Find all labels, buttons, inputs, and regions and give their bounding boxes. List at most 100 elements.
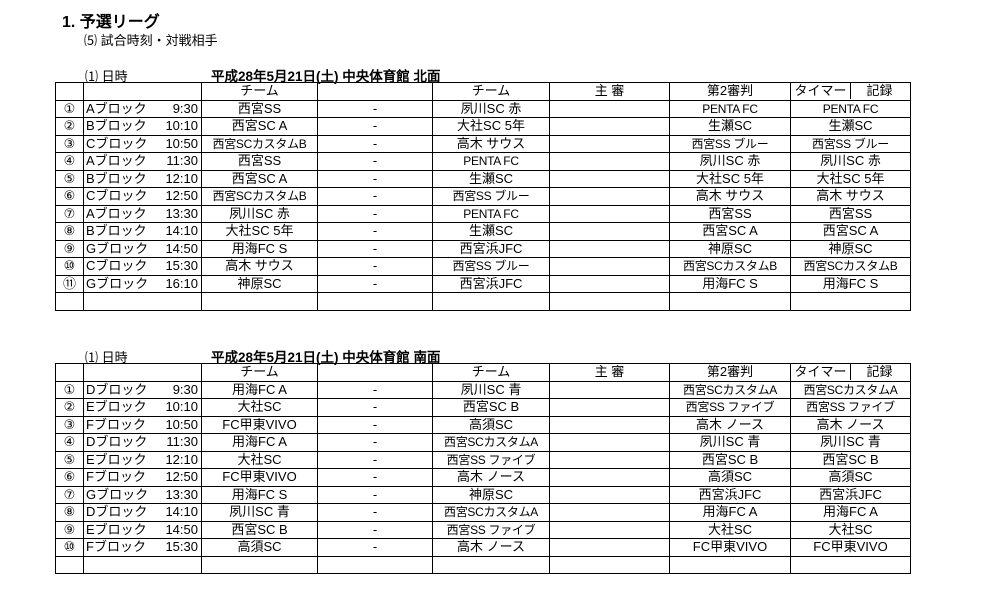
second-referee: 高木 ノース	[669, 415, 791, 434]
time: 9:30	[172, 100, 198, 116]
time: 10:50	[165, 135, 198, 151]
block: Bブロック	[86, 118, 147, 134]
block: Eブロック	[86, 521, 147, 537]
block: Fブロック	[86, 469, 146, 485]
referee	[549, 380, 670, 399]
match-row: ③ Fブロック 10:50 FC甲東VIVO - 高須SC 高木 ノース 高木 ノ…	[55, 415, 911, 434]
section-caption: ⑴ 日時 平成28年5月21日(土) 中央体育館 北面	[55, 64, 915, 84]
header-timer: タイマー	[793, 83, 851, 100]
second-referee: 夙川SC 赤	[669, 152, 791, 171]
timer-record: 西宮SS ファイブ	[790, 398, 911, 417]
away-team: 西宮浜JFC	[432, 239, 550, 258]
timer-record: 西宮SCカスタムA	[790, 380, 911, 399]
second-referee: PENTA FC	[669, 99, 791, 118]
match-block-time: Dブロック 11:30	[83, 433, 202, 452]
time: 15:30	[165, 539, 198, 555]
blank-cell	[83, 292, 202, 311]
home-team: 用海FC S	[201, 485, 318, 504]
match-number: ⑦	[55, 485, 84, 504]
header-no	[55, 82, 84, 101]
time: 14:50	[165, 240, 198, 256]
home-team: 大社SC	[201, 398, 318, 417]
second-referee: 用海FC S	[669, 274, 791, 293]
timer-record: 西宮浜JFC	[790, 485, 911, 504]
match-block-time: Dブロック 14:10	[83, 503, 202, 522]
away-team: 西宮SCカスタムA	[432, 503, 550, 522]
block: Dブロック	[86, 434, 148, 450]
venue-title: 平成28年5月21日(土) 中央体育館 北面	[211, 69, 441, 84]
vs-score: -	[317, 485, 433, 504]
second-referee: 西宮SS ファイブ	[669, 398, 791, 417]
section-caption: ⑴ 日時 平成28年5月21日(土) 中央体育館 南面	[55, 345, 915, 365]
block: Eブロック	[86, 451, 147, 467]
home-team: 大社SC 5年	[201, 222, 318, 241]
time: 10:10	[165, 399, 198, 415]
vs-score: -	[317, 380, 433, 399]
home-team: 用海FC A	[201, 433, 318, 452]
match-number: ③	[55, 134, 84, 153]
away-team: 西宮SS ファイブ	[432, 520, 550, 539]
match-number: ④	[55, 152, 84, 171]
subsection-heading: ⑸ 試合時刻・対戦相手	[84, 33, 218, 48]
time: 13:30	[165, 486, 198, 502]
timer-record: 用海FC A	[790, 503, 911, 522]
second-referee: 西宮SS ブルー	[669, 134, 791, 153]
time: 14:50	[165, 521, 198, 537]
header-second-referee: 第2審判	[669, 82, 791, 101]
match-row: ⑤ Bブロック 12:10 西宮SC A - 生瀬SC 大社SC 5年 大社SC …	[55, 169, 911, 188]
header-timer-record: タイマー 記録	[790, 82, 911, 101]
blank-cell	[669, 292, 791, 311]
timer-record: 用海FC S	[790, 274, 911, 293]
block: Gブロック	[86, 240, 149, 256]
home-team: 西宮SCカスタムB	[201, 134, 318, 153]
vs-score: -	[317, 222, 433, 241]
referee	[549, 257, 670, 276]
second-referee: 西宮SC B	[669, 450, 791, 469]
referee	[549, 239, 670, 258]
time: 12:10	[165, 451, 198, 467]
second-referee: 西宮SS	[669, 204, 791, 223]
schedule-table: チーム チーム 主 審 第2審判 タイマー 記録 ① Aブロック 9:30 西宮SS…	[55, 82, 911, 311]
blank-cell	[549, 292, 670, 311]
away-team: 生瀬SC	[432, 222, 550, 241]
schedule-north: ⑴ 日時 平成28年5月21日(土) 中央体育館 北面 チーム チーム 主 審 …	[55, 64, 915, 311]
match-row: ③ Cブロック 10:50 西宮SCカスタムB - 高木 サウス 西宮SS ブルー…	[55, 134, 911, 153]
time: 15:30	[165, 258, 198, 274]
match-row: ② Bブロック 10:10 西宮SC A - 大社SC 5年 生瀬SC 生瀬SC	[55, 117, 911, 136]
second-referee: 大社SC 5年	[669, 169, 791, 188]
second-referee: 西宮SCカスタムB	[669, 257, 791, 276]
match-block-time: Eブロック 10:10	[83, 398, 202, 417]
match-block-time: Eブロック 14:50	[83, 520, 202, 539]
blank-cell	[790, 292, 911, 311]
second-referee: 西宮SCカスタムA	[669, 380, 791, 399]
blank-row	[55, 555, 911, 574]
match-row: ④ Aブロック 11:30 西宮SS - PENTA FC 夙川SC 赤 夙川SC…	[55, 152, 911, 171]
blank-cell	[55, 292, 84, 311]
referee	[549, 468, 670, 487]
away-team: 高木 ノース	[432, 468, 550, 487]
header-referee: 主 審	[549, 82, 670, 101]
timer-record: 生瀬SC	[790, 117, 911, 136]
match-number: ⑤	[55, 450, 84, 469]
match-number: ①	[55, 99, 84, 118]
referee	[549, 117, 670, 136]
second-referee: 大社SC	[669, 520, 791, 539]
match-number: ⑨	[55, 520, 84, 539]
timer-record: 西宮SC B	[790, 450, 911, 469]
timer-record: 夙川SC 青	[790, 433, 911, 452]
vs-score: -	[317, 520, 433, 539]
block: Bブロック	[86, 170, 147, 186]
timer-record: 西宮SCカスタムB	[790, 257, 911, 276]
header-timer: タイマー	[793, 364, 851, 381]
away-team: 西宮SS ブルー	[432, 187, 550, 206]
second-referee: 神原SC	[669, 239, 791, 258]
home-team: 西宮SCカスタムB	[201, 187, 318, 206]
section-heading: 1. 予選リーグ	[62, 14, 160, 31]
referee	[549, 450, 670, 469]
match-block-time: Fブロック 10:50	[83, 415, 202, 434]
away-team: 高木 ノース	[432, 538, 550, 557]
header-row: チーム チーム 主 審 第2審判 タイマー 記録	[55, 82, 911, 101]
match-row: ⑦ Aブロック 13:30 夙川SC 赤 - PENTA FC 西宮SS 西宮SS	[55, 204, 911, 223]
blank-cell	[669, 555, 791, 574]
time: 9:30	[172, 381, 198, 397]
